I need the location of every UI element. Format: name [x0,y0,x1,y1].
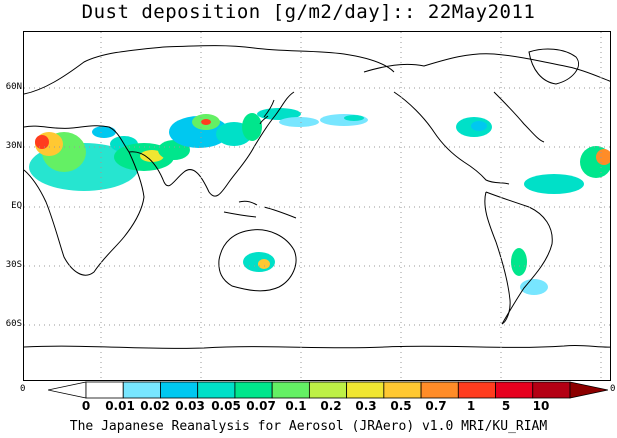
tick-03: 0.3 [355,399,377,413]
tick-5: 5 [501,399,511,413]
colorbar-cell-2 [122,381,161,399]
tick-1: 1 [466,399,476,413]
lat-label-60n: 60N [5,82,22,92]
colorbar-cell-12 [495,381,534,399]
tick-001: 0.01 [105,399,135,413]
tick-07: 0.7 [425,399,447,413]
lat-label-30n: 30N [5,141,22,151]
colorbar-cell-14 [569,381,608,399]
dust-shading [29,108,610,295]
colorbar-cell-6 [271,381,310,399]
tick-0: 0 [81,399,91,413]
colorbar-cell-7 [308,381,348,399]
colorbar-cell-1 [85,381,124,399]
lat-label-60s: 60S [5,319,22,329]
tick-005: 0.05 [211,399,241,413]
tick-01: 0.1 [285,399,307,413]
colorbar [48,381,608,399]
colorbar-cell-4 [197,381,236,399]
colorbar-cell-3 [160,381,199,399]
colorbar-cell-11 [457,381,496,399]
tick-007: 0.07 [246,399,276,413]
colorbar-cell-13 [532,381,571,399]
map-title: Dust deposition [g/m2/day]:: 22May2011 [81,1,536,23]
colorbar-cell-10 [420,381,459,399]
colorbar-tick-labels: 0 0.01 0.02 0.03 0.05 0.07 0.1 0.2 0.3 0… [0,399,617,415]
tick-05: 0.5 [390,399,412,413]
world-map [23,31,611,381]
graticule [24,32,610,380]
tick-002: 0.02 [140,399,170,413]
lat-label-eq: EQ [11,201,22,211]
colorbar-cell-9 [383,381,422,399]
colorbar-cell-8 [346,381,385,399]
lat-label-30s: 30S [5,260,22,270]
colorbar-cell-5 [234,381,273,399]
attribution-footer: The Japanese Reanalysis for Aerosol (JRA… [69,419,548,434]
tick-10: 10 [532,399,550,413]
colorbar-cell-0 [48,381,87,399]
tick-02: 0.2 [320,399,342,413]
coastlines [24,45,610,349]
colorbar-left-end-label: 0 [20,384,26,394]
tick-003: 0.03 [175,399,205,413]
colorbar-right-end-label: 0 [610,384,616,394]
